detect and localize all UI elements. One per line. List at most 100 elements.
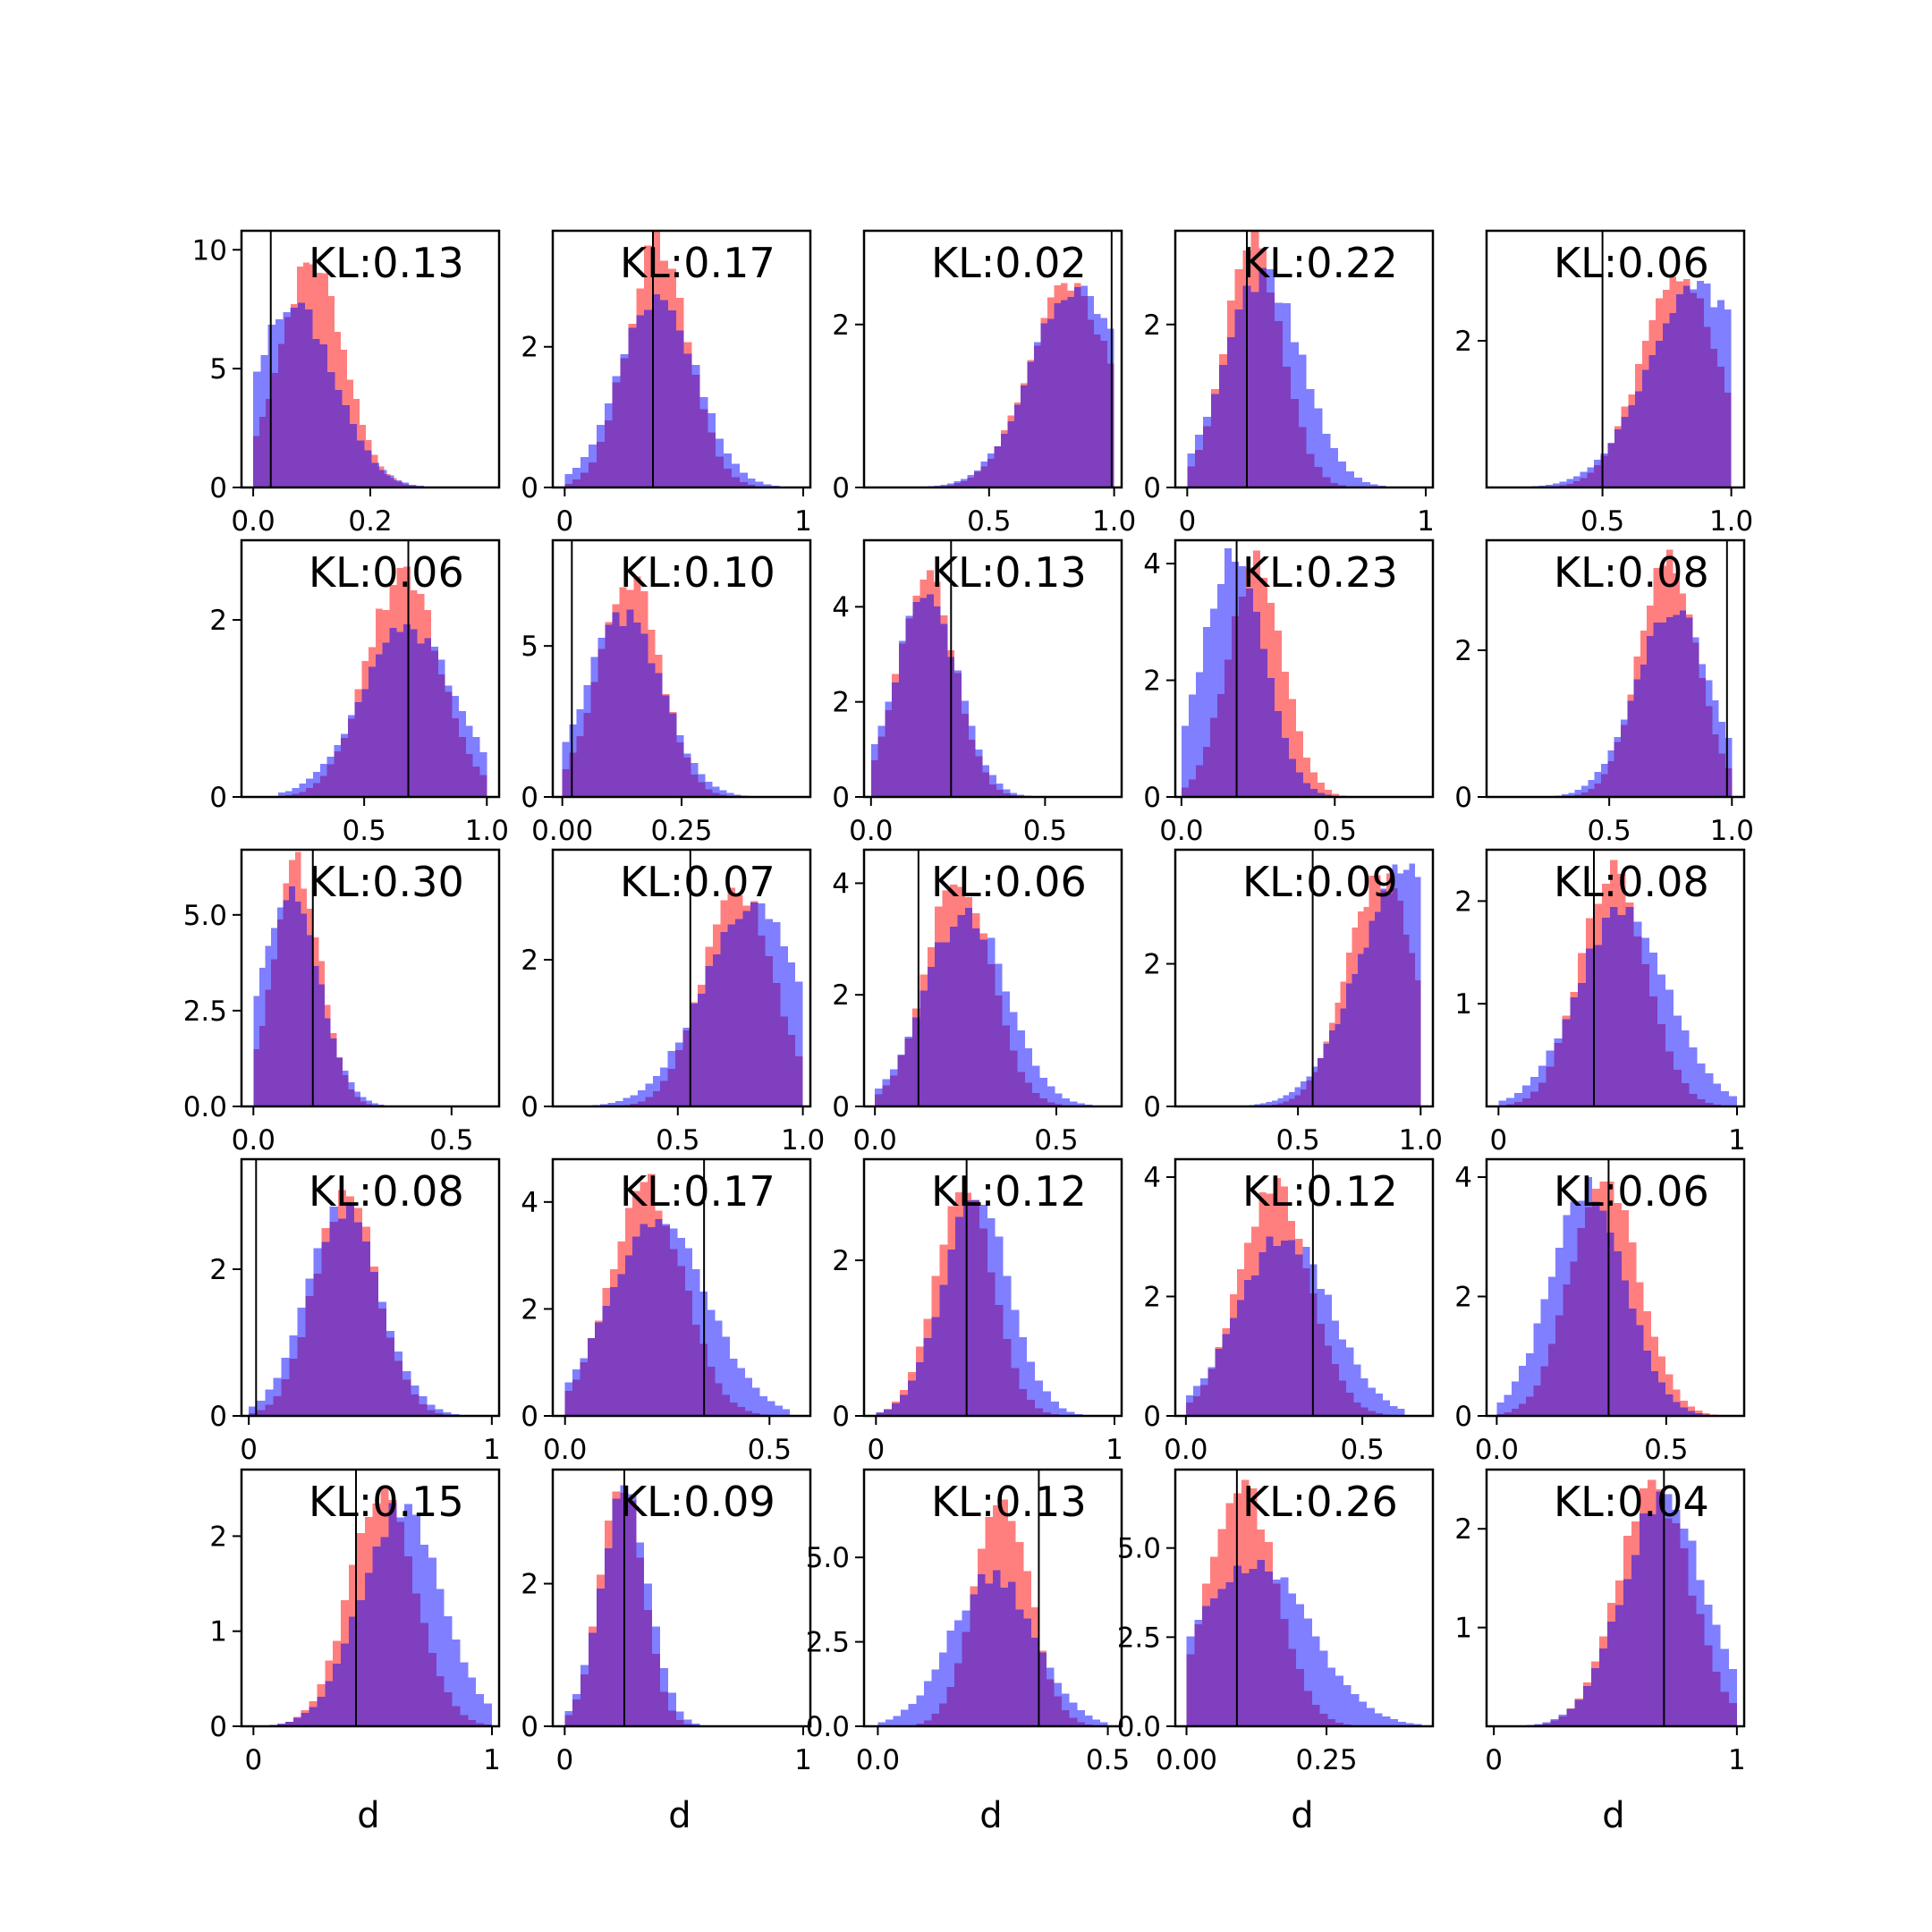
x-tick-label: 1 xyxy=(483,1434,501,1466)
y-tick-label: 2 xyxy=(209,605,227,637)
blue-histogram-bar xyxy=(935,942,943,1106)
kl-annotation: KL:0.12 xyxy=(931,1167,1087,1216)
blue-histogram-bar xyxy=(596,1589,605,1726)
y-tick-label: 0 xyxy=(1454,1401,1472,1433)
kl-annotation: KL:0.07 xyxy=(620,858,775,906)
blue-histogram-bar xyxy=(564,1710,573,1726)
blue-histogram-bar xyxy=(562,741,570,797)
blue-histogram-bar xyxy=(1607,750,1614,797)
blue-histogram-bar xyxy=(278,792,285,797)
blue-histogram-bar xyxy=(733,794,741,797)
blue-histogram-bar xyxy=(1542,1722,1551,1726)
blue-histogram-bar xyxy=(763,484,772,487)
x-tick-label: 0 xyxy=(1489,1124,1507,1157)
blue-histogram-bar xyxy=(977,1573,986,1726)
blue-histogram-bar xyxy=(989,775,996,797)
blue-histogram-bar xyxy=(982,765,990,797)
blue-histogram-bar xyxy=(1697,280,1704,487)
blue-histogram-bar xyxy=(1015,1609,1024,1726)
blue-histogram-bar xyxy=(1094,313,1101,487)
blue-histogram-bar xyxy=(1035,1380,1043,1416)
blue-histogram-bar xyxy=(1257,1560,1266,1726)
blue-histogram-bar xyxy=(683,353,692,487)
blue-histogram-bar xyxy=(1607,443,1615,487)
blue-histogram-bar xyxy=(667,1692,676,1726)
histogram-panel: 0 1 0 2 KL:0.08 xyxy=(209,1157,501,1466)
blue-histogram-bar xyxy=(312,965,319,1106)
blue-histogram-bar xyxy=(927,967,936,1106)
blue-histogram-bar xyxy=(1566,1708,1575,1726)
blue-histogram-bar xyxy=(1580,471,1588,487)
x-axis-label: d xyxy=(668,1795,691,1836)
blue-histogram-bar xyxy=(1003,1275,1012,1416)
axes-frame xyxy=(862,848,1123,1108)
blue-histogram-bar xyxy=(361,1241,370,1416)
blue-histogram-bar xyxy=(698,993,706,1106)
blue-histogram-bar xyxy=(1590,1668,1599,1726)
blue-histogram-bar xyxy=(1077,1709,1085,1726)
blue-histogram-bar xyxy=(1335,1024,1341,1106)
blue-histogram-bar xyxy=(727,924,736,1106)
y-tick-label: 2 xyxy=(1454,886,1472,918)
blue-histogram-bar xyxy=(1721,1090,1730,1106)
blue-histogram-bar xyxy=(382,642,390,797)
blue-histogram-bar xyxy=(1621,1280,1630,1416)
blue-histogram-bar xyxy=(1633,679,1640,797)
blue-histogram-bar xyxy=(1623,1579,1632,1726)
blue-histogram-bar xyxy=(1354,477,1362,487)
blue-histogram-bar xyxy=(1352,974,1358,1106)
blue-histogram-bar xyxy=(1627,700,1634,797)
y-tick-label: 5 xyxy=(209,353,227,386)
blue-histogram-bar xyxy=(719,790,727,797)
blue-histogram-bar xyxy=(1649,952,1658,1106)
blue-histogram-bar xyxy=(1317,792,1325,797)
axes-frame xyxy=(1485,848,1746,1108)
blue-histogram-bar xyxy=(1382,1716,1391,1726)
blue-histogram-bar xyxy=(1724,737,1733,797)
histogram-panel: 0 1 1 2 KL:0.04 d xyxy=(1454,1468,1746,1836)
blue-histogram-bar xyxy=(1662,323,1670,487)
blue-histogram-bar xyxy=(1211,394,1219,487)
blue-histogram-bar xyxy=(396,1517,405,1726)
blue-histogram-bar xyxy=(961,479,968,487)
histogram-panel: 0 1 0 1 2 KL:0.15 d xyxy=(209,1468,501,1836)
blue-histogram-bar xyxy=(1328,1030,1335,1106)
red-histogram-bar xyxy=(1281,672,1289,797)
axes-frame xyxy=(240,1468,501,1728)
blue-histogram-bar xyxy=(1665,989,1674,1106)
blue-histogram-bar xyxy=(600,1104,608,1106)
blue-histogram-bar xyxy=(1023,1618,1031,1726)
kl-annotation: KL:0.17 xyxy=(620,1167,775,1216)
blue-histogram-bar xyxy=(1055,1093,1063,1106)
blue-histogram-bar xyxy=(773,922,781,1106)
blue-histogram-bar xyxy=(1665,1394,1674,1416)
y-tick-label: 0 xyxy=(832,472,850,504)
blue-histogram-bar xyxy=(1581,785,1589,797)
blue-histogram-bar xyxy=(691,365,700,487)
blue-histogram-bar xyxy=(1614,736,1621,797)
blue-histogram-bar xyxy=(722,1336,731,1416)
blue-histogram-bar xyxy=(1062,1693,1070,1726)
blue-histogram-bar xyxy=(345,1203,354,1416)
histogram-panel: 0.5 1.0 0 2 KL:0.07 xyxy=(521,848,825,1157)
blue-histogram-bar xyxy=(931,1317,940,1416)
blue-histogram-bar xyxy=(620,354,629,487)
y-tick-label: 0 xyxy=(1143,1401,1161,1433)
blue-histogram-bar xyxy=(933,606,941,797)
blue-histogram-bar xyxy=(1266,1236,1274,1416)
blue-histogram-bar xyxy=(1324,1294,1332,1416)
blue-histogram-bar xyxy=(919,597,928,797)
blue-histogram-bar xyxy=(386,1331,395,1416)
blue-histogram-bar xyxy=(301,1713,309,1726)
blue-histogram-bar xyxy=(1717,300,1724,487)
x-tick-label: 0.5 xyxy=(1034,1124,1078,1157)
y-tick-label: 4 xyxy=(1454,1162,1472,1194)
blue-histogram-bar xyxy=(715,1320,723,1416)
blue-histogram-bar xyxy=(292,787,300,797)
x-tick-label: 0.0 xyxy=(1164,1434,1208,1466)
red-histogram-bar xyxy=(1331,793,1339,797)
blue-histogram-bar xyxy=(435,1409,444,1416)
y-tick-label: 0 xyxy=(1143,1091,1161,1123)
blue-histogram-bar xyxy=(1647,635,1654,797)
blue-histogram-bar xyxy=(1547,1276,1556,1416)
